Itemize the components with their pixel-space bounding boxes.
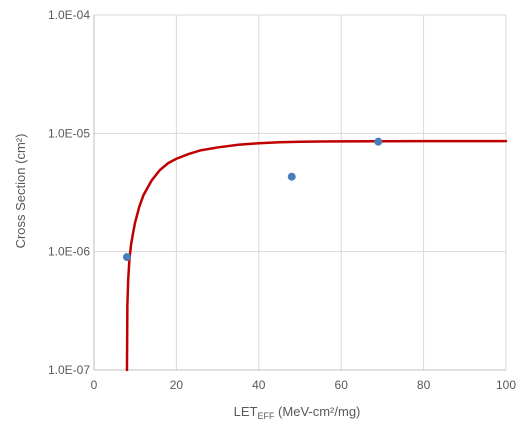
y-tick-label: 1.0E-05 — [48, 126, 90, 140]
y-axis-title: Cross Section (cm²) — [13, 134, 28, 249]
weibull-fit-line — [125, 139, 508, 372]
x-axis-title-subscript: EFF — [257, 411, 275, 421]
x-tick-label: 80 — [417, 378, 431, 392]
y-tick-label: 1.0E-07 — [48, 363, 90, 377]
y-tick-label: 1.0E-06 — [48, 245, 90, 259]
x-tick-label: 100 — [496, 378, 516, 392]
series-layer — [122, 137, 508, 372]
y-tick-label: 1.0E-04 — [48, 8, 90, 22]
x-tick-label: 40 — [252, 378, 266, 392]
x-tick-label: 60 — [335, 378, 349, 392]
tick-label-layer: 0 20 40 60 80 100 1.0E-07 1.0E-06 1.0E-05 1.0E-04 — [48, 8, 516, 392]
axes-layer — [93, 15, 506, 371]
x-axis-title-unit: (MeV-cm²/mg) — [274, 404, 360, 419]
data-point — [122, 253, 131, 262]
x-tick-label: 20 — [170, 378, 184, 392]
x-axis-title-main: LET — [234, 404, 258, 419]
x-tick-label: 0 — [91, 378, 98, 392]
grid-layer — [93, 14, 507, 371]
data-point — [374, 137, 383, 146]
x-axis-title: LETEFF (MeV-cm²/mg) — [234, 404, 361, 421]
data-point — [287, 172, 296, 181]
